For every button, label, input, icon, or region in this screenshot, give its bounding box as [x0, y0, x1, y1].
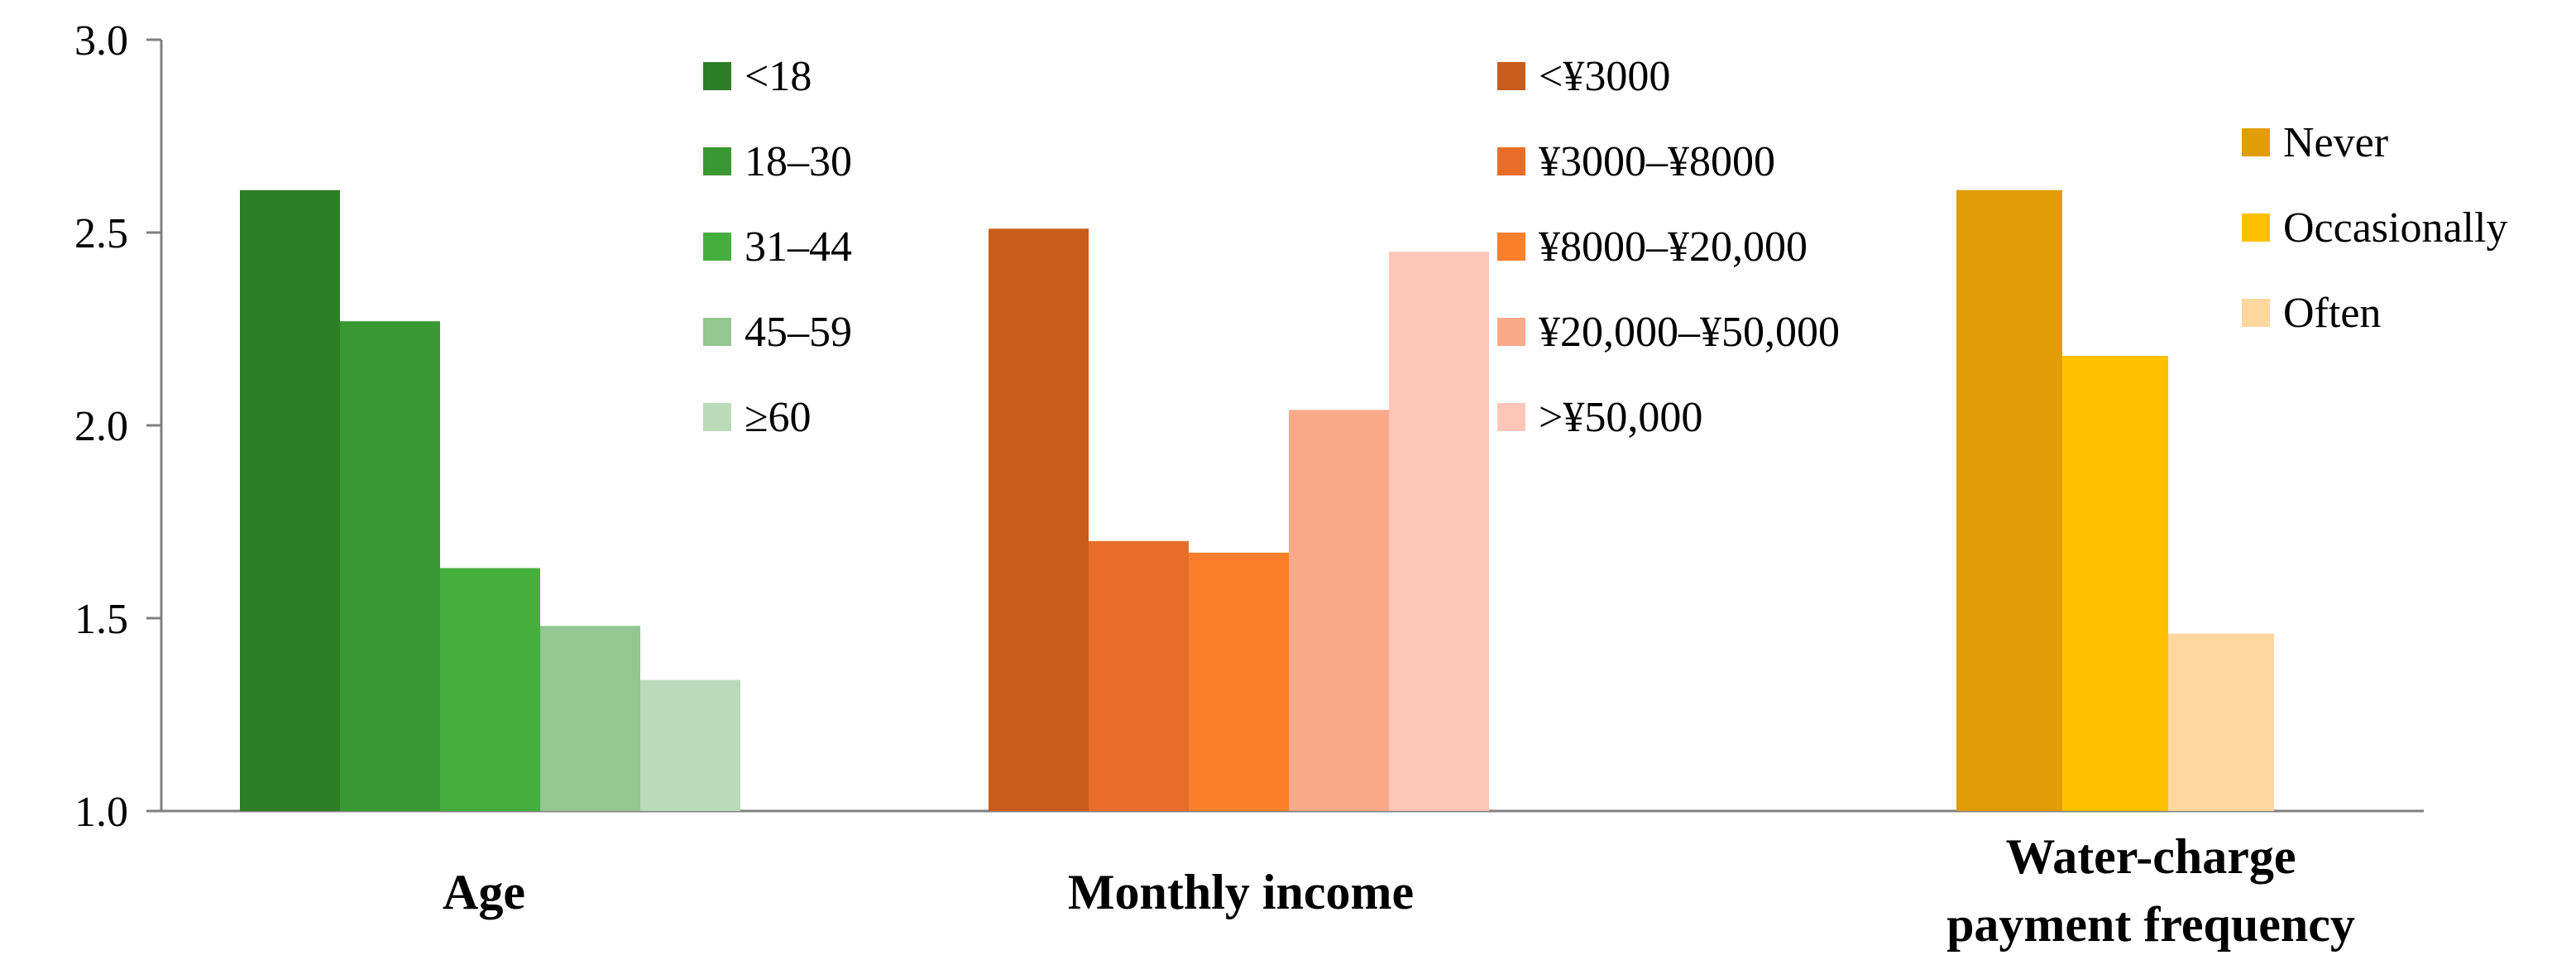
monthly-income-legend-swatch — [1497, 62, 1525, 90]
monthly-income-legend-label: ¥3000–¥8000 — [1539, 138, 1775, 185]
y-tick-label: 1.0 — [74, 789, 128, 836]
age-group-label: Age — [443, 865, 525, 919]
y-tick-label: 3.0 — [74, 17, 128, 65]
water-charge-payment-frequency-legend-swatch — [2242, 128, 2270, 156]
age-legend-label: ≥60 — [745, 394, 812, 441]
group-labels: Age Monthly income Water-charge payment fre… — [443, 829, 2355, 952]
monthly-income-bar — [1189, 552, 1289, 811]
age-legend-swatch — [703, 62, 731, 90]
monthly-income-group-label: Monthly income — [1068, 865, 1414, 919]
y-tick-label: 2.0 — [74, 403, 128, 450]
water-charge-payment-frequency-group-label: Water-charge payment frequency — [1946, 829, 2355, 952]
group-label-line: Water-charge — [2006, 829, 2296, 884]
monthly-income-legend-swatch — [1497, 318, 1525, 346]
water-charge-payment-frequency-bar — [2062, 356, 2168, 811]
monthly-income-bar — [989, 228, 1089, 812]
age-legend-swatch — [703, 147, 731, 175]
water-charge-payment-frequency-bar — [1956, 190, 2062, 812]
group-label-line: payment frequency — [1946, 897, 2355, 952]
monthly-income-legend-swatch — [1497, 233, 1525, 261]
y-tick-label: 1.5 — [74, 596, 128, 643]
age-legend-label: 45–59 — [745, 309, 852, 356]
bars — [240, 190, 2274, 812]
age-bar — [640, 679, 740, 811]
age-legend-label: 31–44 — [745, 223, 852, 271]
monthly-income-legend-swatch — [1497, 147, 1525, 175]
monthly-income-legend-label: ¥8000–¥20,000 — [1539, 223, 1808, 271]
water-charge-payment-frequency-legend-label: Often — [2283, 290, 2381, 337]
monthly-income-legend-swatch — [1497, 403, 1525, 431]
monthly-income-legend-label: ¥20,000–¥50,000 — [1539, 309, 1840, 356]
monthly-income-bar — [1389, 252, 1489, 811]
age-bar — [340, 321, 440, 811]
age-legend-swatch — [703, 403, 731, 431]
monthly-income-legend-label: >¥50,000 — [1539, 394, 1702, 441]
monthly-income-bar — [1289, 410, 1389, 811]
age-legend-swatch — [703, 318, 731, 346]
age-legend-swatch — [703, 233, 731, 261]
age-legend-label: <18 — [745, 53, 812, 100]
water-charge-payment-frequency-legend-label: Occasionally — [2283, 204, 2507, 252]
age-legend-label: 18–30 — [745, 138, 852, 185]
monthly-income-legend-label: <¥3000 — [1539, 53, 1670, 100]
group-label-line: Monthly income — [1068, 865, 1414, 919]
water-charge-payment-frequency-legend-swatch — [2242, 214, 2270, 242]
y-tick-label: 2.5 — [74, 210, 128, 257]
group-label-line: Age — [443, 865, 525, 919]
water-charge-payment-frequency-bar — [2168, 633, 2274, 811]
monthly-income-bar — [1089, 540, 1189, 811]
legends: <18 18–30 31–44 45–59 ≥60 <¥3000 ¥3000–¥8000 ¥8… — [703, 53, 2507, 441]
age-bar — [440, 568, 540, 811]
water-charge-payment-frequency-legend-swatch — [2242, 299, 2270, 327]
age-bar — [240, 190, 340, 812]
age-bar — [540, 626, 640, 811]
water-charge-payment-frequency-legend-label: Never — [2283, 119, 2388, 166]
